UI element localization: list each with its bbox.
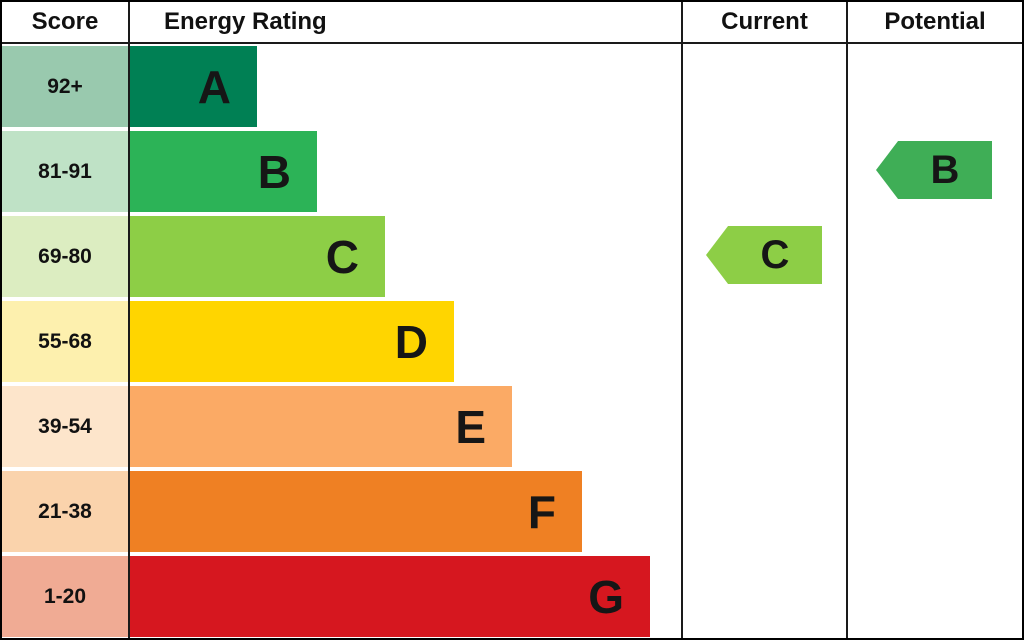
band-rows: 92+ A 81-91 B 69-80 C 55-68 D 39-54 E 21… xyxy=(2,44,1022,638)
rating-letter: A xyxy=(197,60,231,113)
potential-rating-letter: B xyxy=(930,147,960,192)
potential-rating-arrow: B xyxy=(876,141,992,199)
score-cell: 1-20 xyxy=(2,556,128,637)
epc-row: 81-91 B xyxy=(2,129,1022,214)
score-cell: 21-38 xyxy=(2,471,128,552)
score-cell: 39-54 xyxy=(2,386,128,467)
header-score: Score xyxy=(31,8,99,35)
divider-rating-current xyxy=(681,2,683,638)
rating-letter: D xyxy=(394,315,428,368)
score-cell: 69-80 xyxy=(2,216,128,297)
divider-current-potential xyxy=(846,2,848,638)
rating-letter: B xyxy=(257,145,291,198)
divider-score-rating xyxy=(128,2,130,638)
header-current: Current xyxy=(721,8,808,35)
rating-bar: C xyxy=(130,216,385,297)
rating-bar: A xyxy=(130,46,257,127)
score-cell: 92+ xyxy=(2,46,128,127)
rating-letter: G xyxy=(588,570,624,623)
epc-row: 21-38 F xyxy=(2,469,1022,554)
rating-letter: E xyxy=(455,400,486,453)
rating-bar: F xyxy=(130,471,582,552)
rating-bar: G xyxy=(130,556,650,637)
header-potential: Potential xyxy=(884,8,986,35)
rating-letter: C xyxy=(325,230,359,283)
rating-bar: B xyxy=(130,131,317,212)
epc-row: 1-20 G xyxy=(2,554,1022,638)
rating-letter: F xyxy=(527,485,556,538)
score-cell: 81-91 xyxy=(2,131,128,212)
header-energy-rating: Energy Rating xyxy=(164,8,327,35)
epc-row: 69-80 C xyxy=(2,214,1022,299)
chart-header: Score Energy Rating Current Potential xyxy=(2,2,1022,44)
epc-row: 92+ A xyxy=(2,44,1022,129)
current-rating-letter: C xyxy=(760,232,790,277)
score-cell: 55-68 xyxy=(2,301,128,382)
rating-bar: D xyxy=(130,301,454,382)
epc-row: 39-54 E xyxy=(2,384,1022,469)
current-rating-arrow: C xyxy=(706,226,822,284)
rating-bar: E xyxy=(130,386,512,467)
epc-row: 55-68 D xyxy=(2,299,1022,384)
